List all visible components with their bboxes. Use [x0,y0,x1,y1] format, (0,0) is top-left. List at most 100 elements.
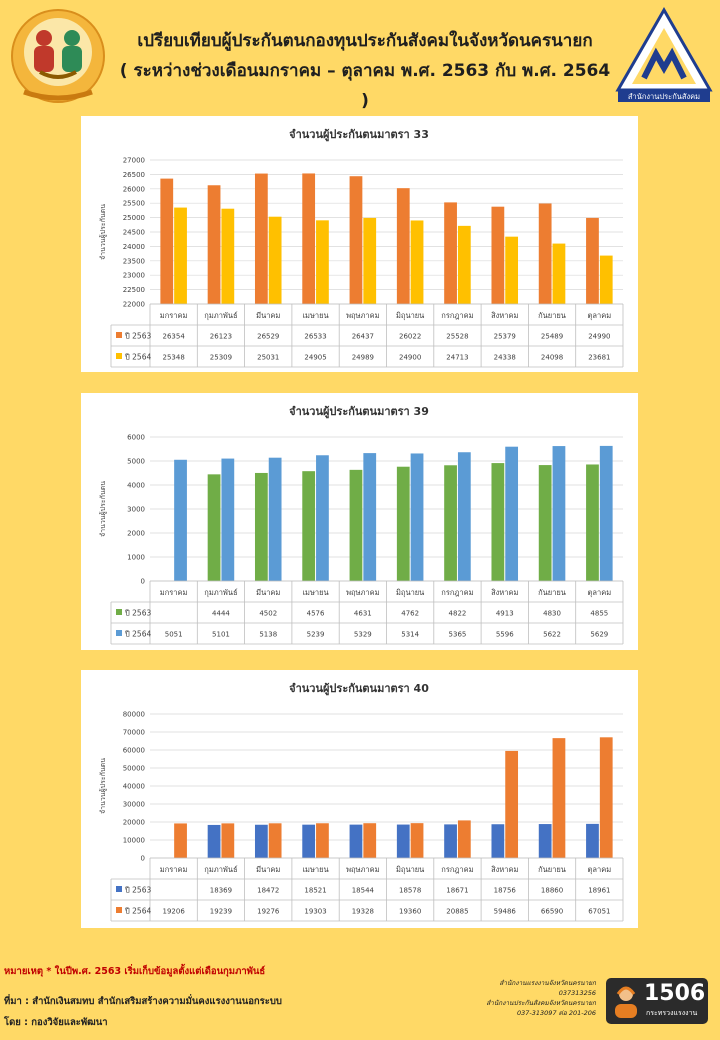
data-label: 20885 [446,908,468,916]
contact-block: สำนักงานแรงงานจังหวัดนครนายก 037313256 ส… [470,978,596,1018]
y-tick-label: 80000 [123,711,145,719]
data-label: 19328 [352,908,374,916]
y-tick-label: 26500 [123,171,145,179]
x-category-label: มกราคม [160,588,188,597]
bar-series-1 [538,203,552,304]
data-label: 5239 [307,631,325,639]
x-category-label: กันยายน [538,865,566,874]
x-category-label: ตุลาคม [588,588,612,597]
data-label: 19206 [163,908,186,916]
bar-series-1 [396,824,410,858]
call-center-agent-icon [615,986,637,1018]
bar-series-2 [552,738,566,858]
bar-series-1 [349,176,363,304]
legend-swatch [116,907,122,913]
bar-series-1 [254,472,268,581]
author-text: โดย : กองวิจัยและพัฒนา [4,1017,108,1028]
data-label: 18369 [210,887,232,895]
page-title: เปรียบเทียบผู้ประกันตนกองทุนประกันสังคมใ… [115,26,615,116]
x-category-label: มิถุนายน [396,865,424,874]
data-label: 5596 [496,631,514,639]
bar-series-1 [160,178,174,304]
bar-series-1 [349,469,363,581]
bar-series-1 [538,824,552,858]
data-label: 26123 [210,333,232,341]
data-label: 4830 [543,610,561,618]
bar-series-2 [221,823,235,858]
hotline-number: 1506 [644,981,706,1006]
bar-series-1 [586,823,599,858]
bar-series-1 [302,824,316,858]
data-label: 24098 [541,354,563,362]
y-tick-label: 5000 [127,458,145,466]
y-tick-label: 60000 [123,747,145,755]
data-label: 5329 [354,631,372,639]
x-category-label: มีนาคม [256,588,280,597]
x-category-label: กันยายน [538,311,566,320]
data-label: 26529 [257,333,279,341]
bar-series-2 [316,823,329,858]
data-label: 4502 [259,610,277,618]
data-label: 4913 [496,610,514,618]
y-tick-label: 24000 [123,243,145,251]
data-label: 26533 [304,333,326,341]
x-category-label: สิงหาคม [491,865,519,874]
x-category-label: สิงหาคม [491,311,519,320]
y-tick-label: 27000 [123,157,145,165]
x-category-label: กันยายน [538,588,566,597]
legend-label: ปี 2563 [124,332,151,341]
y-tick-label: 2000 [127,530,145,538]
bar-series-2 [457,820,471,858]
x-category-label: กรกฎาคม [441,865,473,874]
chart-panel-section-40: จำนวนผู้ประกันตนมาตรา 40 จำนวนผู้ประกันตน… [81,670,638,928]
bar-series-2 [505,236,519,304]
x-category-label: กรกฎาคม [441,588,473,597]
data-label: 5138 [259,631,277,639]
bar-series-2 [552,243,566,304]
chart-title: จำนวนผู้ประกันตนมาตรา 39 [289,405,429,419]
y-tick-label: 24500 [123,229,145,237]
y-tick-label: 26000 [123,185,145,193]
bar-series-2 [505,446,519,581]
bar-series-2 [316,455,329,581]
chart-section-33: จำนวนผู้ประกันตนมาตรา 33 จำนวนผู้ประกันตน… [99,128,624,368]
x-category-label: มีนาคม [256,865,280,874]
y-tick-label: 0 [141,855,145,863]
bar-series-2 [268,457,282,581]
x-category-label: กุมภาพันธ์ [204,588,237,597]
y-tick-label: 70000 [123,729,145,737]
y-tick-label: 40000 [123,783,145,791]
data-label: 18521 [304,887,326,895]
legend-swatch [116,886,122,892]
data-label: 25348 [163,354,185,362]
y-tick-label: 30000 [123,801,145,809]
data-label: 26437 [352,333,374,341]
data-label: 59486 [494,908,517,916]
data-label: 18756 [494,887,517,895]
x-category-label: สิงหาคม [491,588,519,597]
y-axis-label: จำนวนผู้ประกันตน [99,758,107,814]
data-label: 26022 [399,333,421,341]
bar-series-1 [254,824,268,858]
data-label: 24713 [446,354,468,362]
bar-series-2 [174,823,187,858]
data-label: 23681 [588,354,610,362]
x-category-label: พฤษภาคม [346,865,380,874]
data-label: 19239 [210,908,232,916]
data-label: 4444 [212,610,230,618]
legend-label: ปี 2563 [124,886,151,895]
chart-section-40: จำนวนผู้ประกันตนมาตรา 40 จำนวนผู้ประกันตน… [99,682,624,922]
x-category-label: เมษายน [302,311,328,320]
data-label: 24990 [588,333,610,341]
chart-title: จำนวนผู้ประกันตนมาตรา 33 [289,128,429,142]
bar-series-1 [207,824,221,858]
contact-phone-2: 037-313097 ต่อ 201-206 [517,1009,596,1017]
y-tick-label: 1000 [127,554,145,562]
y-tick-label: 22000 [123,301,145,309]
bar-series-1 [444,202,457,304]
bar-series-2 [174,459,187,581]
y-tick-label: 22500 [123,286,145,294]
chart-section-39: จำนวนผู้ประกันตนมาตรา 39 จำนวนผู้ประกันตน… [99,405,624,645]
bar-series-2 [363,217,377,304]
footnote: หมายเหตุ * ในปีพ.ศ. 2563 เริ่มเก็บข้อมูล… [4,966,266,977]
